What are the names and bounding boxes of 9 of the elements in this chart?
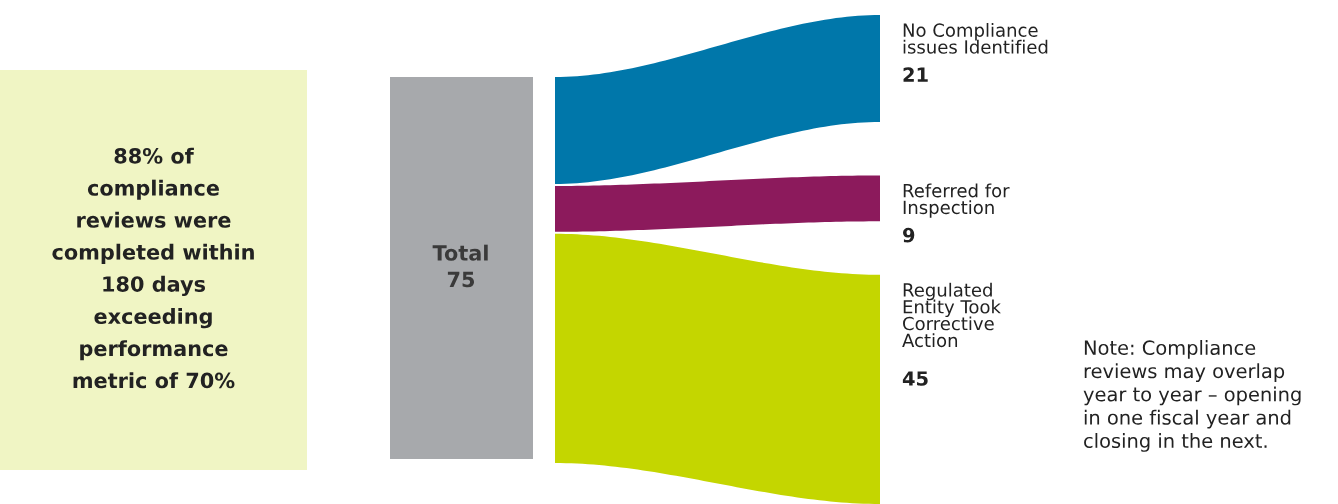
data-label: 9: [903, 227, 915, 243]
text: Total 75: [432, 244, 488, 288]
data-label: 21: [903, 67, 928, 82]
category-label: Referred for Inspection: [903, 183, 1010, 218]
category-label: No Compliance issues Identified: [903, 23, 1048, 54]
data-label: 45: [902, 371, 928, 386]
text: Note: Compliance reviews may overlap year to year – opening in one fiscal year and closing in the next.: [1083, 340, 1301, 452]
category-label: Regulated Entity Took Corrective Action: [902, 282, 1001, 348]
text: 88% of compliance reviews were completed within 180 days exceeding performance metric of 70%: [52, 147, 254, 389]
